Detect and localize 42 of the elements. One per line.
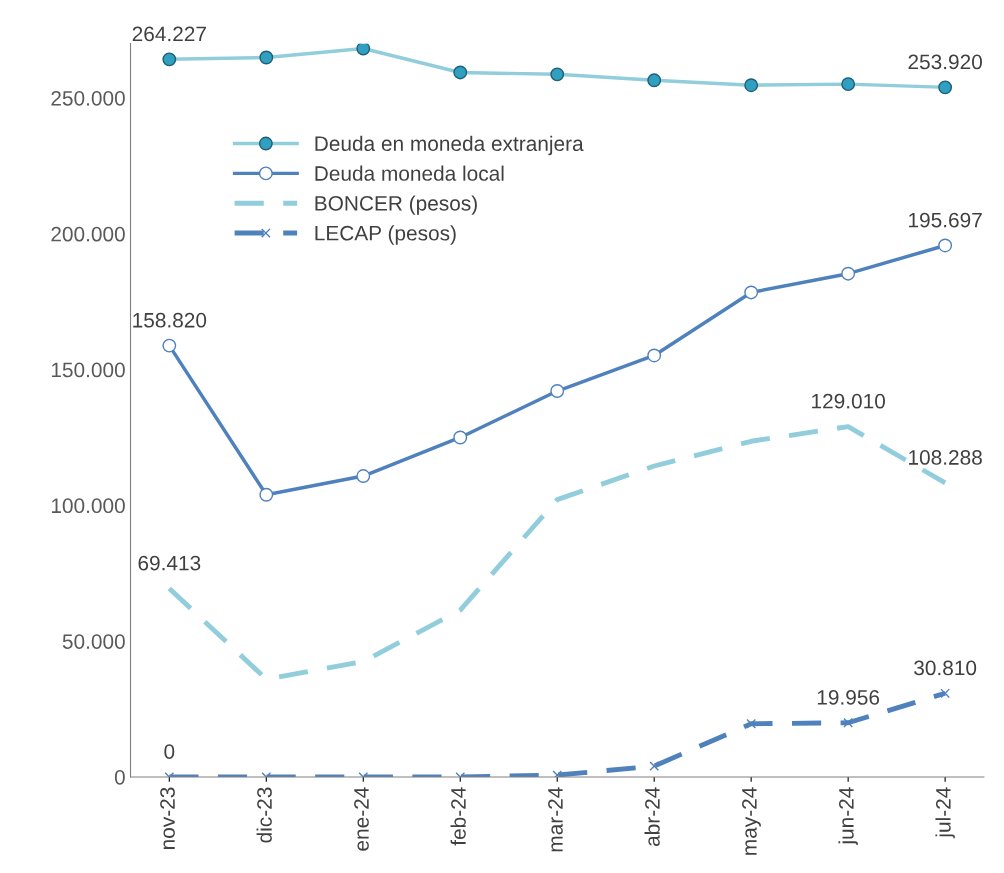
- data-label: 129.010: [812, 393, 885, 409]
- y-tick-label: 200.000: [51, 226, 125, 242]
- point: [162, 338, 177, 353]
- point: [841, 266, 856, 281]
- x-tick-label: ene-24: [354, 787, 369, 851]
- data-label: 158.820: [133, 312, 207, 328]
- legend-label: BONCER (pesos): [315, 195, 477, 215]
- legend-label: LECAP (pesos): [315, 225, 456, 245]
- point: [550, 384, 565, 398]
- point: [356, 469, 371, 483]
- data-label: 30.810: [914, 660, 977, 676]
- y-tick-label: 100.000: [51, 498, 125, 514]
- y-tick-label: 250.000: [51, 90, 125, 106]
- data-label: 0: [164, 744, 175, 759]
- x-tick-label: feb-24: [450, 787, 466, 846]
- point: [649, 761, 660, 771]
- x-tick-label: jun-24: [838, 787, 858, 846]
- point: [647, 348, 662, 363]
- x-tick-label: jul-24: [935, 787, 955, 839]
- point: [938, 238, 953, 253]
- data-label: 264.227: [132, 26, 206, 42]
- x-tick-label: abr-24: [644, 787, 660, 847]
- point: [746, 718, 757, 729]
- data-label: 108.288: [909, 450, 982, 465]
- y-tick-label: 0: [114, 769, 125, 785]
- x-tick-label: dic-23: [256, 787, 272, 843]
- x-tick-label: mar-24: [548, 787, 563, 852]
- point: [843, 717, 854, 728]
- y-tick-label: 50.000: [62, 634, 125, 649]
- point: [744, 285, 759, 300]
- legend-label: Deuda en moneda extranjera: [315, 135, 584, 156]
- data-label: 19.956: [817, 690, 880, 705]
- y-tick-label: 150.000: [51, 362, 125, 378]
- x-tick-label: nov-23: [160, 787, 175, 849]
- x-tick-label: may-24: [742, 787, 761, 855]
- data-label: 253.920: [908, 54, 982, 70]
- point: [259, 487, 274, 502]
- point: [453, 430, 468, 445]
- data-label: 69.413: [138, 555, 201, 571]
- point: [940, 688, 950, 699]
- legend-label: Deuda moneda local: [315, 165, 504, 181]
- data-label: 195.697: [909, 212, 982, 228]
